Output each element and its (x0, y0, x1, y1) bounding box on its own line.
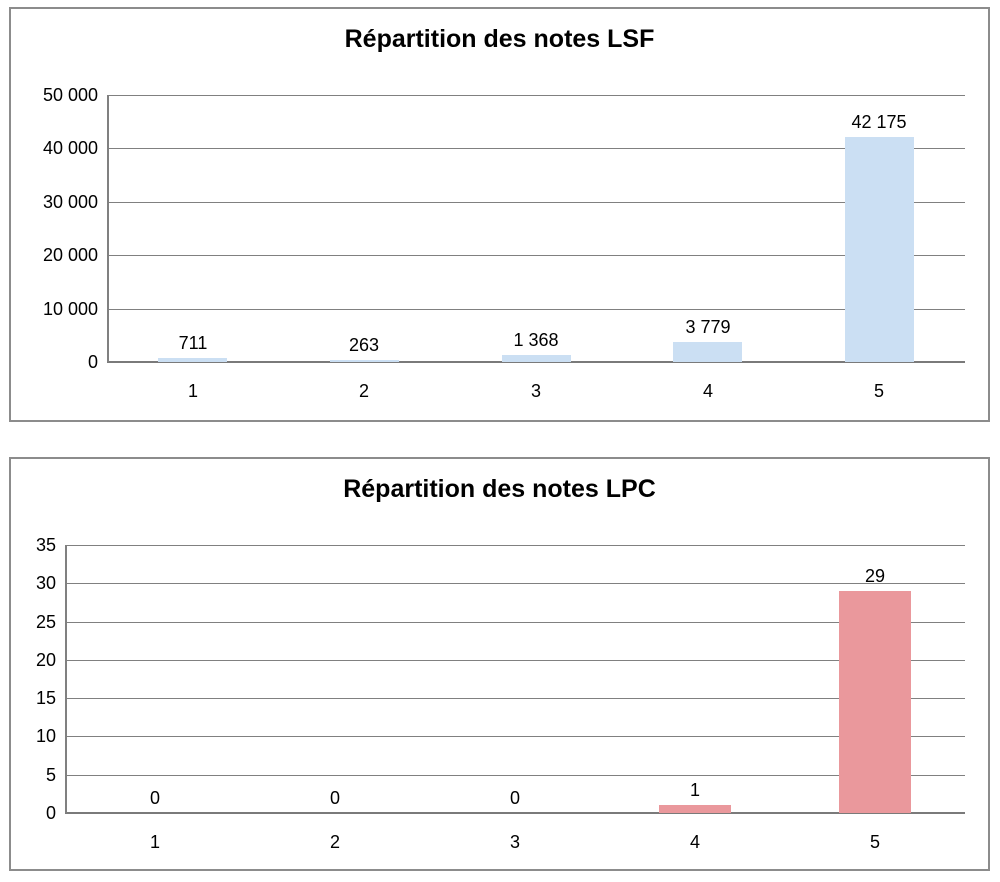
gridline (107, 95, 965, 96)
gridline (65, 698, 965, 699)
y-axis-tick-label: 25 (35, 612, 56, 632)
gridline (65, 660, 965, 661)
gridline (65, 583, 965, 584)
y-axis-tick-label: 40 000 (42, 138, 98, 158)
y-axis-tick-label: 0 (45, 803, 56, 823)
x-axis-tick-label: 4 (702, 381, 713, 401)
x-axis-line (65, 812, 965, 814)
bar-category-3 (502, 355, 571, 362)
bar-category-1 (158, 358, 227, 362)
x-axis-tick-label: 5 (869, 832, 880, 852)
y-axis-line (65, 545, 67, 813)
chart-title-lpc: Répartition des notes LPC (343, 475, 656, 503)
x-axis-tick-label: 3 (530, 381, 541, 401)
gridline (65, 736, 965, 737)
x-axis-line (107, 361, 965, 363)
bar-value-label: 711 (178, 333, 208, 353)
y-axis-tick-label: 0 (87, 352, 98, 372)
bar-value-label: 0 (509, 788, 520, 808)
gridline (107, 148, 965, 149)
bar-category-5 (839, 591, 911, 813)
gridline (107, 202, 965, 203)
x-axis-tick-label: 5 (873, 381, 884, 401)
bar-value-label: 0 (149, 788, 160, 808)
bar-category-4 (659, 805, 731, 813)
bar-value-label: 1 (689, 780, 700, 800)
gridline (107, 309, 965, 310)
bar-value-label: 3 779 (685, 317, 731, 337)
y-axis-tick-label: 15 (35, 688, 56, 708)
y-axis-tick-label: 50 000 (42, 85, 98, 105)
chart-panel-lsf: Répartition des notes LSF 50 000 40 000 30… (9, 7, 990, 422)
y-axis-tick-label: 20 (35, 650, 56, 670)
bar-value-label: 29 (864, 566, 886, 586)
x-axis-tick-label: 3 (509, 832, 520, 852)
y-axis-tick-label: 10 (35, 726, 56, 746)
y-axis-line (107, 95, 109, 362)
x-axis-tick-label: 4 (689, 832, 700, 852)
gridline (107, 255, 965, 256)
y-axis-tick-label: 35 (35, 535, 56, 555)
chart-panel-lpc: Répartition des notes LPC 35 30 25 20 15 10 5 0… (9, 457, 990, 871)
bar-value-label: 263 (348, 335, 380, 355)
x-axis-tick-label: 2 (329, 832, 340, 852)
bar-value-label: 1 368 (513, 330, 559, 350)
bar-category-5 (845, 137, 914, 362)
y-axis-tick-label: 10 000 (42, 299, 98, 319)
x-axis-tick-label: 1 (187, 381, 198, 401)
y-axis-tick-label: 5 (45, 765, 56, 785)
chart-title-lsf: Répartition des notes LSF (344, 25, 655, 53)
gridline (65, 622, 965, 623)
y-axis-tick-label: 30 (35, 573, 56, 593)
x-axis-tick-label: 1 (149, 832, 160, 852)
y-axis-tick-label: 30 000 (42, 192, 98, 212)
bar-category-4 (673, 342, 742, 362)
x-axis-tick-label: 2 (358, 381, 369, 401)
bar-category-2 (330, 360, 399, 362)
bar-value-label: 42 175 (851, 112, 907, 132)
bar-value-label: 0 (329, 788, 340, 808)
gridline (65, 775, 965, 776)
gridline (65, 545, 965, 546)
y-axis-tick-label: 20 000 (42, 245, 98, 265)
